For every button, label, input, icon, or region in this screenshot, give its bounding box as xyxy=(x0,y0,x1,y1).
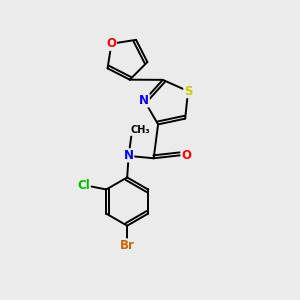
Text: Br: Br xyxy=(120,239,135,252)
Text: Cl: Cl xyxy=(77,178,90,192)
Text: O: O xyxy=(106,37,116,50)
Text: S: S xyxy=(184,85,192,98)
Text: CH₃: CH₃ xyxy=(130,125,150,135)
Text: N: N xyxy=(124,149,134,162)
Text: N: N xyxy=(139,94,149,107)
Text: O: O xyxy=(181,149,191,162)
